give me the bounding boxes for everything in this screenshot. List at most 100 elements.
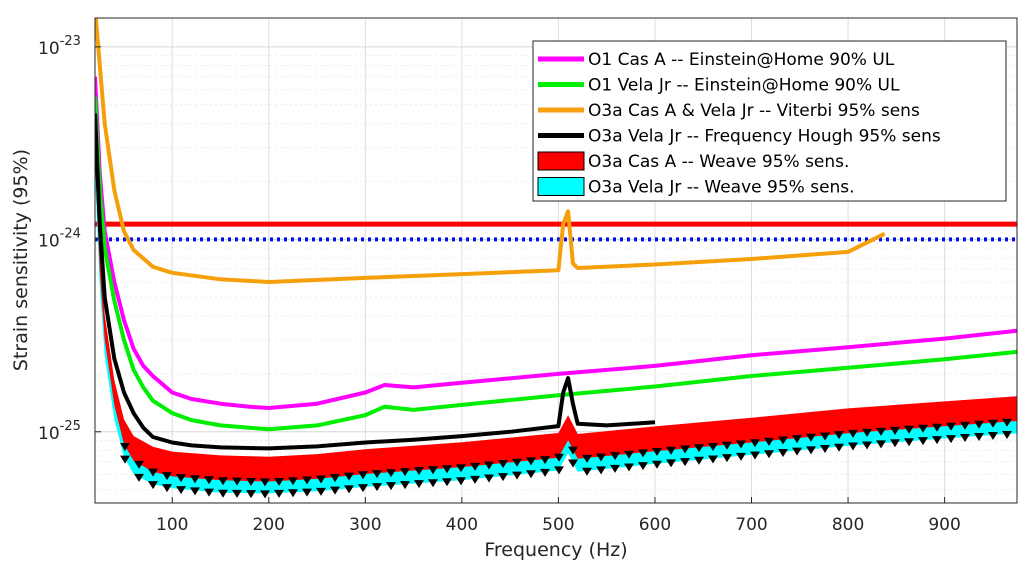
weave-marker xyxy=(918,424,928,433)
weave-marker xyxy=(764,450,774,459)
weave-marker xyxy=(960,421,970,430)
legend-swatch xyxy=(537,177,585,196)
weave-marker xyxy=(274,477,284,486)
weave-marker xyxy=(386,469,396,478)
weave-marker xyxy=(736,440,746,449)
weave-marker xyxy=(792,447,802,456)
series-line-3 xyxy=(95,113,656,451)
weave-marker xyxy=(582,467,592,476)
weave-marker xyxy=(120,455,130,464)
weave-marker xyxy=(526,470,536,479)
y-tick-label: 10-23 xyxy=(38,34,81,59)
weave-marker xyxy=(456,464,466,473)
weave-marker xyxy=(162,472,172,481)
x-axis-ticks: 100 200 300 400 500 600 700 800 900 xyxy=(156,497,961,535)
weave-marker xyxy=(232,489,242,498)
weave-marker xyxy=(372,483,382,492)
weave-marker xyxy=(876,427,886,436)
legend-label: O1 Vela Jr -- Einstein@Home 90% UL xyxy=(588,76,900,96)
weave-marker xyxy=(778,436,788,445)
weave-marker xyxy=(638,449,648,458)
weave-marker xyxy=(680,458,690,467)
legend-label: O3a Cas A & Vela Jr -- Viterbi 95% sens xyxy=(588,101,920,121)
weave-marker xyxy=(218,489,228,498)
weave-marker xyxy=(848,429,858,438)
weave-marker xyxy=(694,456,704,465)
weave-marker xyxy=(330,486,340,495)
weave-marker xyxy=(932,423,942,432)
weave-marker xyxy=(414,480,424,489)
weave-marker xyxy=(344,472,354,481)
weave-marker xyxy=(666,446,676,455)
weave-marker xyxy=(568,446,578,455)
weave-marker xyxy=(358,471,368,480)
weave-marker xyxy=(652,460,662,469)
weave-marker xyxy=(484,474,494,483)
weave-marker xyxy=(246,490,256,499)
weave-marker xyxy=(862,428,872,437)
legend-label: O3a Vela Jr -- Weave 95% sens. xyxy=(588,178,855,198)
weave-marker xyxy=(344,485,354,494)
weave-marker xyxy=(134,473,144,482)
weave-marker xyxy=(1002,430,1012,439)
legend-swatch xyxy=(537,151,585,171)
weave-marker xyxy=(442,465,452,474)
weave-marker xyxy=(232,477,242,486)
weave-marker xyxy=(750,439,760,448)
weave-marker xyxy=(974,420,984,429)
weave-marker xyxy=(428,479,438,488)
weave-marker xyxy=(596,466,606,475)
weave-marker xyxy=(218,477,228,486)
weave-marker xyxy=(498,460,508,469)
weave-marker xyxy=(288,477,298,486)
weave-marker xyxy=(512,458,522,467)
weave-marker xyxy=(428,466,438,475)
series-line-0 xyxy=(95,76,1017,410)
weave-marker xyxy=(750,451,760,460)
weave-marker xyxy=(540,468,550,477)
weave-marker xyxy=(512,471,522,480)
weave-marker xyxy=(470,462,480,471)
weave-marker xyxy=(330,474,340,483)
weave-marker xyxy=(400,468,410,477)
x-tick-label: 800 xyxy=(832,515,864,535)
legend-label: O3a Vela Jr -- Frequency Hough 95% sens xyxy=(588,127,941,147)
weave-marker xyxy=(918,437,928,446)
weave-marker xyxy=(302,488,312,497)
weave-marker xyxy=(624,450,634,459)
weave-marker xyxy=(414,467,424,476)
x-tick-label: 900 xyxy=(928,515,960,535)
weave-marker xyxy=(946,435,956,444)
weave-marker xyxy=(260,478,270,487)
legend-label: O1 Cas A -- Einstein@Home 90% UL xyxy=(588,50,895,70)
weave-marker xyxy=(288,489,298,498)
weave-marker xyxy=(498,473,508,482)
weave-marker xyxy=(274,489,284,498)
weave-marker xyxy=(960,434,970,443)
weave-marker xyxy=(554,466,564,475)
weave-marker xyxy=(456,477,466,486)
x-axis-label: Frequency (Hz) xyxy=(484,539,627,561)
weave-marker xyxy=(302,476,312,485)
weave-marker xyxy=(246,478,256,487)
weave-marker xyxy=(204,476,214,485)
weave-marker xyxy=(974,433,984,442)
x-tick-label: 700 xyxy=(735,515,767,535)
weave-marker xyxy=(190,487,200,496)
y-axis-label: Strain sensitivity (95%) xyxy=(10,149,32,371)
weave-marker xyxy=(162,484,172,493)
weave-marker xyxy=(932,436,942,445)
x-tick-label: 400 xyxy=(446,515,478,535)
weave-marker xyxy=(400,481,410,490)
weave-marker xyxy=(176,486,186,495)
weave-marker xyxy=(722,454,732,463)
weave-marker xyxy=(554,453,564,462)
weave-marker xyxy=(988,419,998,428)
weave-marker xyxy=(120,442,130,451)
weave-marker xyxy=(470,475,480,484)
weave-marker xyxy=(820,445,830,454)
x-tick-label: 100 xyxy=(156,515,188,535)
y-tick-label: 10-24 xyxy=(38,226,81,251)
weave-marker xyxy=(820,432,830,441)
plot-border xyxy=(94,17,1018,504)
